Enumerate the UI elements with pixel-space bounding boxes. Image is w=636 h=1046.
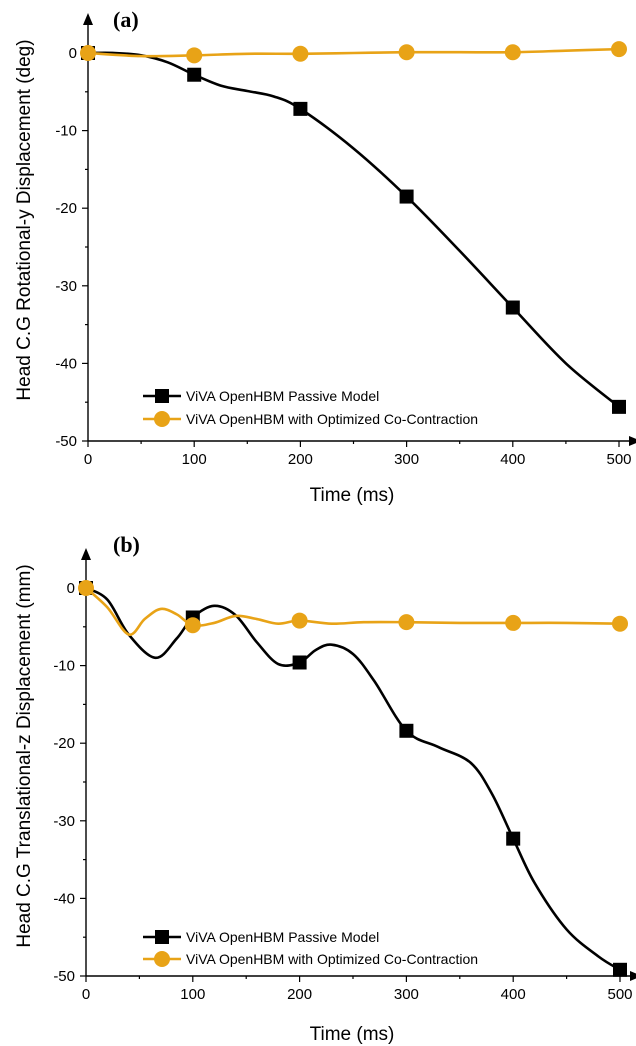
y-tick-label-a-1: -10 — [55, 123, 77, 140]
y-tick-label-a-5: -50 — [55, 433, 77, 450]
panel-label-b: (b) — [113, 532, 140, 557]
x-tick-label-a-2: 200 — [288, 451, 313, 468]
y-tick-label-b-1: -10 — [53, 658, 75, 675]
x-tick-label-b-3: 300 — [394, 986, 419, 1003]
x-tick-label-b-2: 200 — [287, 986, 312, 1003]
series-line-cocontraction-b — [85, 587, 621, 636]
legend-square-icon-a — [155, 389, 169, 403]
y-tick-label-b-3: -30 — [53, 813, 75, 830]
x-tick-label-a-4: 400 — [500, 451, 525, 468]
x-tick-label-a-3: 300 — [394, 451, 419, 468]
y-axis-arrow-icon-b — [81, 548, 91, 560]
data-point-cocontraction-b-200 — [291, 612, 308, 629]
y-axis-arrow-icon-a — [83, 13, 93, 25]
y-tick-label-b-2: -20 — [53, 735, 75, 752]
data-point-cocontraction-a-200 — [292, 45, 309, 62]
data-point-passive-b-200 — [292, 655, 307, 670]
x-axis-arrow-icon-a — [629, 436, 636, 446]
legend-circle-icon-a — [154, 411, 170, 427]
data-point-cocontraction-a-500 — [611, 41, 627, 58]
x-tick-label-b-1: 100 — [180, 986, 205, 1003]
legend-label-cocontraction-a: ViVA OpenHBM with Optimized Co-Contracti… — [186, 411, 478, 427]
series-cocontraction-b — [78, 580, 628, 636]
x-axis-title-b: Time (ms) — [310, 1024, 395, 1045]
data-point-cocontraction-b-0 — [78, 580, 94, 596]
x-tick-label-a-5: 500 — [606, 451, 631, 468]
x-tick-label-b-4: 400 — [501, 986, 526, 1003]
x-tick-label-a-0: 0 — [84, 451, 92, 468]
legend-a — [143, 389, 181, 427]
x-axis-title-a: Time (ms) — [310, 485, 395, 506]
y-axis-title-a: Head C.G Rotational-y Displacement (deg) — [14, 39, 35, 400]
x-tick-label-b-5: 500 — [607, 986, 632, 1003]
legend-label-cocontraction-b: ViVA OpenHBM with Optimized Co-Contracti… — [186, 951, 478, 967]
data-point-passive-b-300 — [399, 723, 414, 738]
chart-panel-b: (b) Time (ms) Head C.G Translational-z D… — [14, 532, 636, 1045]
data-point-cocontraction-b-400 — [505, 614, 522, 631]
data-point-passive-b-400 — [506, 831, 521, 846]
legend-circle-icon-b — [154, 951, 170, 967]
y-tick-label-b-4: -40 — [53, 890, 75, 907]
data-point-cocontraction-b-100 — [184, 617, 201, 634]
data-point-cocontraction-a-0 — [80, 45, 96, 61]
series-passive-a — [81, 46, 626, 414]
axes-b: 0 100 200 300 400 500 0 -10 -20 -30 -40 -50 — [53, 548, 636, 1003]
y-axis-title-b: Head C.G Translational-z Displacement (m… — [14, 564, 35, 947]
data-point-cocontraction-b-300 — [398, 614, 415, 631]
y-tick-label-b-5: -50 — [53, 968, 75, 985]
data-point-cocontraction-a-400 — [504, 44, 521, 61]
y-tick-label-a-0: 0 — [69, 45, 77, 62]
y-tick-label-a-3: -30 — [55, 278, 77, 295]
chart-panel-a: (a) Time (ms) Head C.G Rotational-y Disp… — [14, 7, 636, 506]
series-line-passive-b — [85, 586, 621, 971]
series-passive-b — [79, 581, 627, 977]
data-point-passive-a-400 — [505, 300, 520, 315]
data-point-passive-a-100 — [187, 67, 202, 82]
axes-a: 0 100 200 300 400 500 0 -10 -20 -30 -40 -50 — [55, 13, 636, 468]
data-point-passive-a-500 — [612, 399, 626, 414]
panel-label-a: (a) — [113, 7, 139, 32]
data-point-passive-a-300 — [399, 189, 414, 204]
legend-square-icon-b — [155, 930, 169, 944]
series-line-passive-a — [87, 51, 620, 408]
data-point-passive-a-200 — [293, 101, 308, 116]
y-tick-label-a-2: -20 — [55, 200, 77, 217]
series-line-cocontraction-a — [87, 47, 620, 58]
y-tick-label-b-0: 0 — [67, 580, 75, 597]
legend-label-passive-a: ViVA OpenHBM Passive Model — [186, 388, 379, 404]
legend-b — [143, 930, 181, 967]
x-tick-label-b-0: 0 — [82, 986, 90, 1003]
x-axis-arrow-icon-b — [630, 971, 636, 981]
data-point-cocontraction-a-300 — [398, 44, 415, 61]
series-cocontraction-a — [80, 41, 627, 64]
data-point-passive-b-500 — [613, 962, 627, 977]
x-tick-label-a-1: 100 — [182, 451, 207, 468]
data-point-cocontraction-b-500 — [612, 615, 628, 632]
y-tick-label-a-4: -40 — [55, 355, 77, 372]
data-point-cocontraction-a-100 — [186, 47, 203, 64]
legend-label-passive-b: ViVA OpenHBM Passive Model — [186, 929, 379, 945]
